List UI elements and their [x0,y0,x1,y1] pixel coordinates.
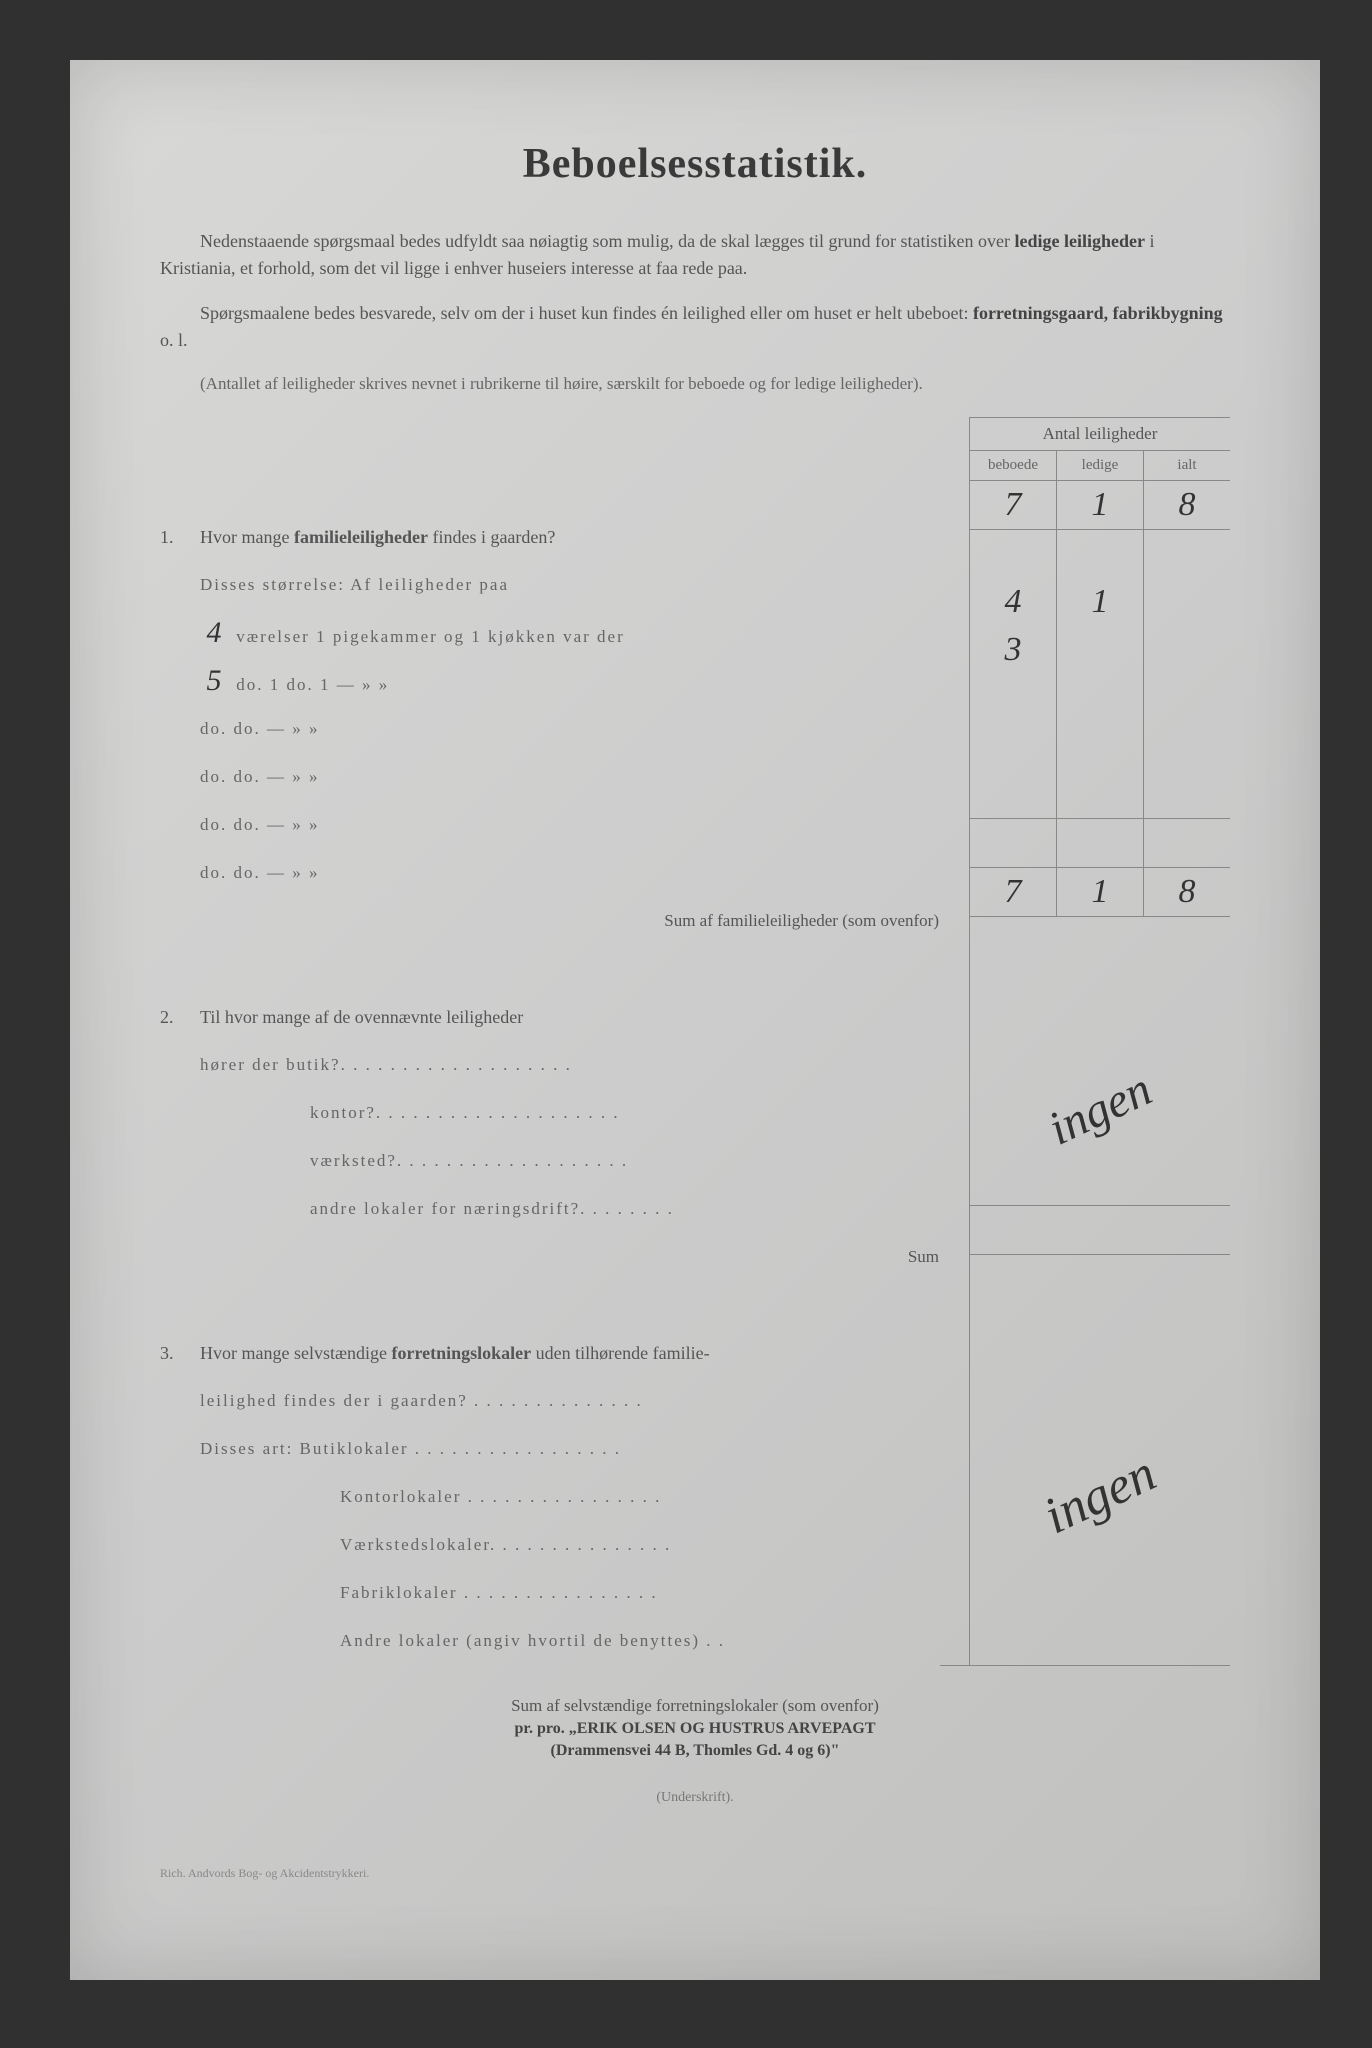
data-row-1: 4 1 [970,578,1230,626]
intro-bold: ledige leiligheder [1015,231,1145,251]
cell: 3 [970,626,1057,674]
cell: 1 [1057,868,1144,916]
cell [1144,578,1230,626]
q2-line-butik: hører der butik?. . . . . . . . . . . . … [160,1041,959,1089]
q-number: 2. [160,993,200,1041]
q2-sum: Sum [160,1233,959,1281]
cell: 7 [970,481,1057,529]
q3-line-andre: Andre lokaler (angiv hvortil de benyttes… [160,1617,959,1665]
q-text: Hvor mange selvstændige forretningslokal… [200,1329,959,1377]
table-header: Antal leiligheder [970,417,1230,451]
q2-answer-block: ingen [970,1013,1230,1206]
cell: 8 [1144,868,1230,916]
size-row-2: 5 do. 1 do. 1 — » » [160,657,959,705]
size-row-empty: do. do. — » » [160,705,959,753]
size-row-1: 4 værelser 1 pigekammer og 1 kjøkken var… [160,609,959,657]
q-text: Hvor mange familieleiligheder findes i g… [200,513,959,561]
question-2: 2. Til hvor mange af de ovennævnte leili… [160,993,959,1041]
question-3: 3. Hvor mange selvstændige forretningslo… [160,1329,959,1377]
row-text: do. 1 do. 1 — » » [236,675,389,694]
q-number: 3. [160,1329,200,1377]
stamp-line-1: pr. pro. „ERIK OLSEN OG HUSTRUS ARVEPAGT [160,1720,1230,1738]
cell [1057,626,1144,674]
cell: 7 [970,868,1057,916]
data-row-2: 3 [970,626,1230,674]
size-row-empty: do. do. — » » [160,849,959,897]
footer-sum: Sum af selvstændige forretningslokaler (… [160,1696,1230,1716]
data-row-empty [970,674,1230,722]
cell: 8 [1144,481,1230,529]
data-row-empty [970,722,1230,770]
questions-column: 1. Hvor mange familieleiligheder findes … [160,417,969,1665]
table-subheaders: beboede ledige ialt [970,451,1230,481]
handwritten-ingen: ingen [1040,1061,1160,1156]
col-beboede: beboede [970,451,1057,480]
q2-line-vaerksted: værksted?. . . . . . . . . . . . . . . .… [160,1137,959,1185]
stamp-line-2: (Drammensvei 44 B, Thomles Gd. 4 og 6)" [160,1742,1230,1760]
intro-bold: forretningsgaard, fabrikbygning [973,303,1223,323]
q3-line-kontor: Kontorlokaler . . . . . . . . . . . . . … [160,1473,959,1521]
content-area: 1. Hvor mange familieleiligheder findes … [160,417,1230,1665]
col-ialt: ialt [1144,451,1230,480]
q3-answer-block: ingen [970,1351,1230,1639]
handwritten-ingen: ingen [1035,1443,1165,1545]
data-row-empty [970,770,1230,818]
q2-line-kontor: kontor?. . . . . . . . . . . . . . . . .… [160,1089,959,1137]
q3-line-fabrik: Fabriklokaler . . . . . . . . . . . . . … [160,1569,959,1617]
signature-label: (Underskrift). [160,1790,1230,1806]
row-text: værelser 1 pigekammer og 1 kjøkken var d… [236,627,625,646]
q2-line-andre: andre lokaler for næringsdrift?. . . . .… [160,1185,959,1233]
handwritten-value: 4 [200,609,230,657]
intro-text: Spørgsmaalene bedes besvarede, selv om d… [200,303,973,323]
q2-sum-cell [970,1206,1230,1255]
intro-paragraph-2: Spørgsmaalene bedes besvarede, selv om d… [160,300,1230,354]
intro-text: o. l. [160,330,188,350]
handwritten-value: 5 [200,657,230,705]
data-row-total: 7 1 8 [970,481,1230,530]
cell: 1 [1057,481,1144,529]
question-1: 1. Hvor mange familieleiligheder findes … [160,513,959,561]
document-page: Beboelsesstatistik. Nedenstaaende spørgs… [70,60,1320,1980]
sum-family: Sum af familieleiligheder (som ovenfor) [160,897,959,945]
intro-paragraph-1: Nedenstaaende spørgsmaal bedes udfyldt s… [160,228,1230,282]
data-row-sum: 7 1 8 [970,868,1230,917]
q3-line-vaerksted: Værkstedslokaler. . . . . . . . . . . . … [160,1521,959,1569]
intro-text: Nedenstaaende spørgsmaal bedes udfyldt s… [200,231,1015,251]
q3-line-cont: leilighed findes der i gaarden? . . . . … [160,1377,959,1425]
size-row-empty: do. do. — » » [160,801,959,849]
q-text: Til hvor mange af de ovennævnte leilighe… [200,993,959,1041]
size-row-empty: do. do. — » » [160,753,959,801]
cell: 1 [1057,578,1144,626]
page-title: Beboelsesstatistik. [160,140,1230,188]
printer-credit: Rich. Andvords Bog- og Akcidentstrykkeri… [160,1866,1230,1881]
cell [1144,626,1230,674]
q3-line-butik: Disses art: Butiklokaler . . . . . . . .… [160,1425,959,1473]
cell: 4 [970,578,1057,626]
note-paragraph: (Antallet af leiligheder skrives nevnet … [160,371,1230,397]
q-number: 1. [160,513,200,561]
data-row-spacer [970,530,1230,578]
q1-subheading: Disses størrelse: Af leiligheder paa [160,561,959,609]
counts-column: Antal leiligheder beboede ledige ialt 7 … [969,417,1230,1665]
data-row-empty [970,818,1230,868]
col-ledige: ledige [1057,451,1144,480]
